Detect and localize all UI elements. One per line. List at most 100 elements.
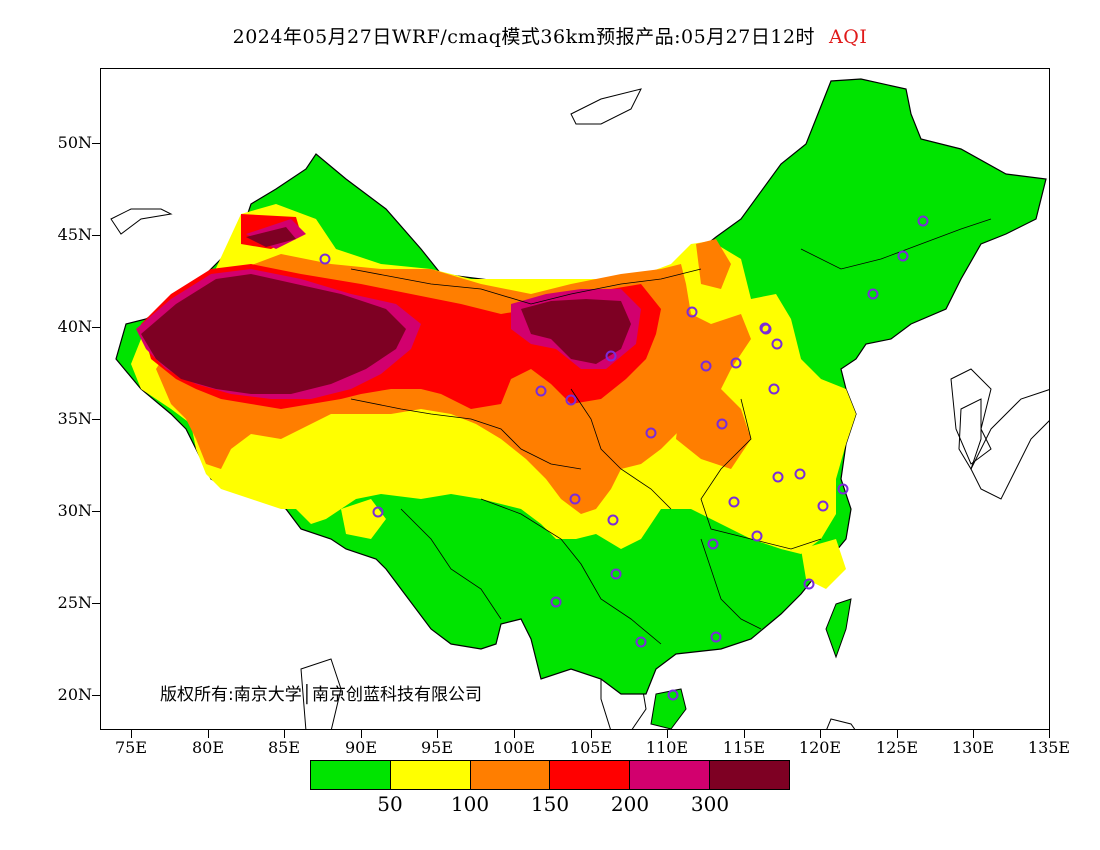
station-marker [867, 288, 879, 300]
x-label-75e: 75E [114, 738, 148, 757]
y-tick [92, 419, 100, 420]
station-marker [817, 500, 829, 512]
station-marker [794, 468, 806, 480]
station-marker [917, 215, 929, 227]
y-tick [92, 235, 100, 236]
coast-japan-main [970, 389, 1049, 500]
island-hainan [650, 688, 687, 729]
legend-label-200: 200 [610, 792, 650, 816]
station-marker [710, 631, 722, 643]
province-borders-mid [570, 388, 672, 510]
province-borders-sw [400, 508, 502, 620]
aqi-patch-maroon-small [246, 227, 296, 247]
station-marker [803, 578, 815, 590]
x-tick [820, 730, 821, 738]
station-marker [716, 418, 728, 430]
x-tick [744, 730, 745, 738]
aqi-patch-yellow-southeast [801, 539, 846, 589]
station-marker [569, 493, 581, 505]
province-borders-central [350, 398, 582, 470]
x-label-120e: 120E [798, 738, 842, 757]
y-label-35n: 35N [57, 409, 92, 428]
map-title: 2024年05月27日WRF/cmaq模式36km预报产品:05月27日12时 A… [0, 22, 1100, 49]
station-marker [635, 636, 647, 648]
y-label-25n: 25N [57, 593, 92, 612]
x-tick [591, 730, 592, 738]
x-label-80e: 80E [191, 738, 225, 757]
x-label-110e: 110E [645, 738, 689, 757]
x-tick [131, 730, 132, 738]
x-tick [897, 730, 898, 738]
variable-label: AQI [829, 26, 868, 48]
aqi-patch-orange-east [676, 389, 751, 469]
y-tick [92, 603, 100, 604]
station-marker [667, 689, 679, 701]
color-legend [310, 760, 790, 790]
x-tick [973, 730, 974, 738]
x-label-115e: 115E [722, 738, 766, 757]
legend-swatch-good [311, 761, 391, 789]
x-label-125e: 125E [875, 738, 919, 757]
island-taiwan [825, 598, 852, 659]
station-marker [607, 514, 619, 526]
station-marker [550, 596, 562, 608]
title-text: 2024年05月27日WRF/cmaq模式36km预报产品:05月27日12时 [232, 26, 816, 48]
legend-swatch-moderate [390, 761, 471, 789]
coast-korea [958, 398, 982, 471]
y-label-45n: 45N [57, 225, 92, 244]
station-marker [772, 471, 784, 483]
x-label-135e: 135E [1027, 738, 1071, 757]
x-tick [208, 730, 209, 738]
x-tick [667, 730, 668, 738]
station-marker [759, 322, 771, 334]
province-borders-south [480, 498, 662, 645]
x-label-95e: 95E [420, 738, 454, 757]
x-label-100e: 100E [492, 738, 536, 757]
station-marker [686, 306, 698, 318]
x-tick [361, 730, 362, 738]
legend-label-50: 50 [377, 792, 403, 816]
province-borders-east [700, 398, 822, 550]
y-label-40n: 40N [57, 317, 92, 336]
y-label-20n: 20N [57, 685, 92, 704]
station-marker [319, 253, 331, 265]
station-marker [565, 394, 577, 406]
station-marker [751, 530, 763, 542]
y-tick [92, 511, 100, 512]
y-tick [92, 695, 100, 696]
x-tick [1049, 730, 1050, 738]
province-borders-west [350, 268, 702, 305]
legend-label-300: 300 [690, 792, 730, 816]
x-tick [514, 730, 515, 738]
aqi-patch-maroon-inner-mongolia [521, 299, 631, 364]
legend-swatch-very-unhealthy [630, 761, 711, 789]
province-borders-se [700, 538, 762, 630]
legend-swatch-sensitive [470, 761, 551, 789]
station-marker [730, 357, 742, 369]
coast-bay [300, 658, 342, 729]
coast-kazakh-lake [110, 208, 173, 235]
aqi-band-maroon [141, 274, 406, 394]
aqi-patch-orange-north [696, 239, 731, 289]
x-label-105e: 105E [569, 738, 613, 757]
station-marker [700, 360, 712, 372]
station-marker [372, 506, 384, 518]
x-label-90e: 90E [344, 738, 378, 757]
x-label-85e: 85E [267, 738, 301, 757]
x-label-130e: 130E [951, 738, 995, 757]
y-tick [92, 327, 100, 328]
station-marker [837, 483, 849, 495]
coast-sakhalin [570, 88, 642, 125]
station-marker [707, 538, 719, 550]
legend-label-150: 150 [530, 792, 570, 816]
y-label-50n: 50N [57, 133, 92, 152]
station-marker [535, 385, 547, 397]
station-marker [771, 338, 783, 350]
map-plot-area [100, 68, 1050, 730]
x-tick [284, 730, 285, 738]
coast-japan-north [950, 368, 992, 465]
y-label-30n: 30N [57, 501, 92, 520]
y-tick [92, 143, 100, 144]
station-marker [610, 568, 622, 580]
station-marker [897, 250, 909, 262]
